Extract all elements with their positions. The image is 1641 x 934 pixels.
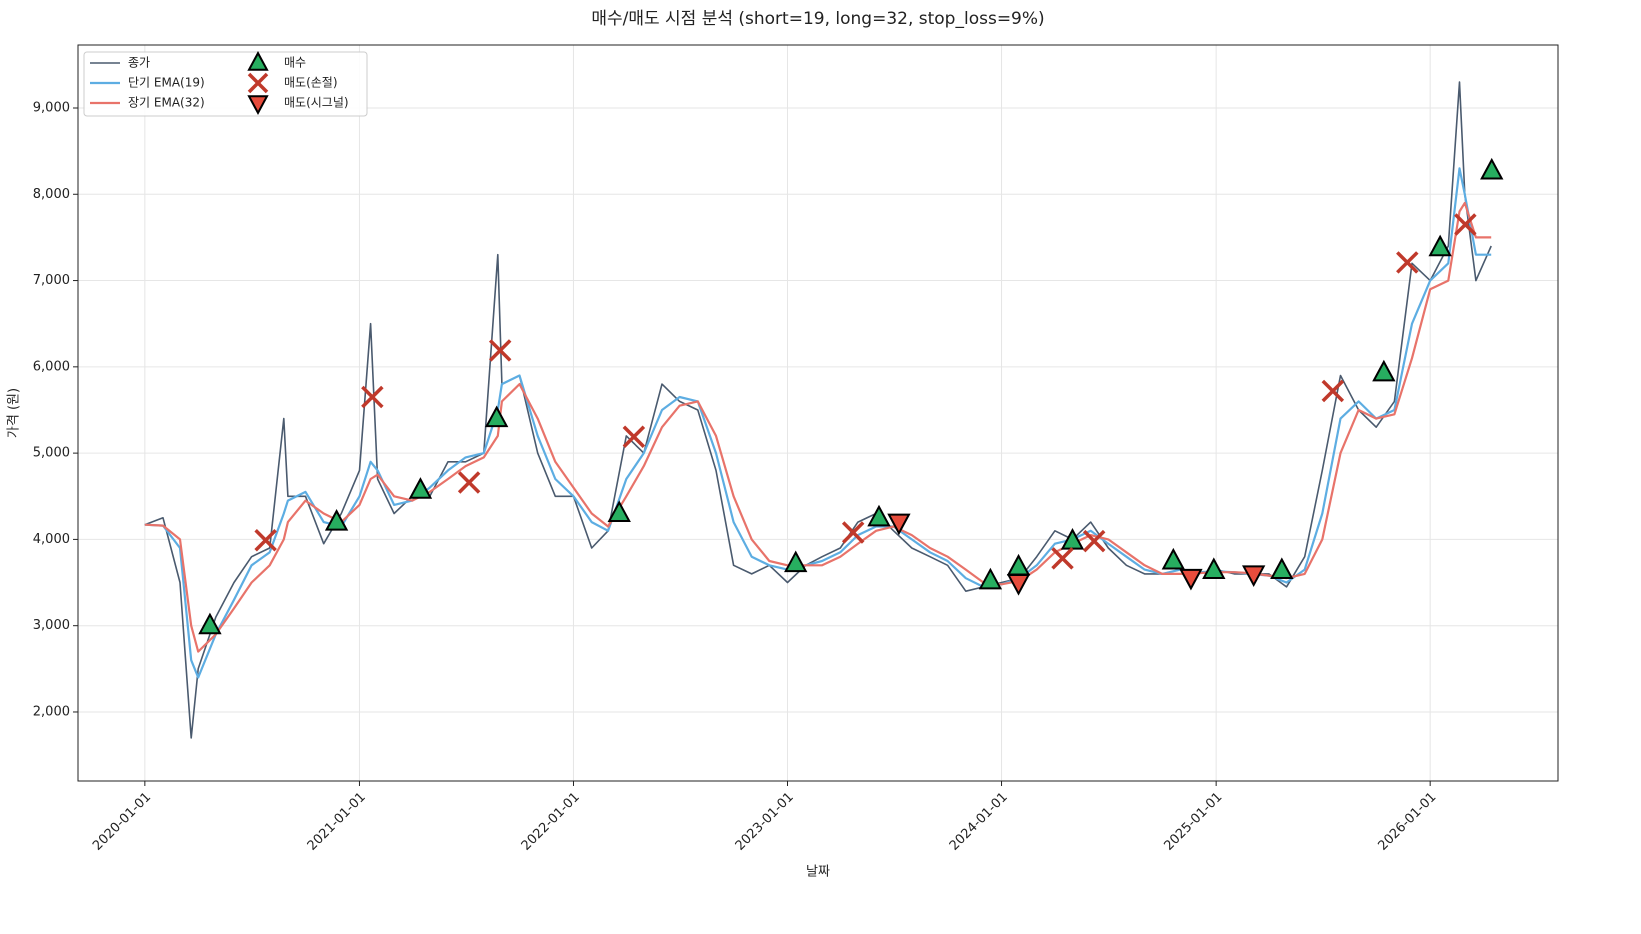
sell-marker <box>1006 574 1031 596</box>
stop-loss-marker <box>1082 529 1106 553</box>
buy-marker <box>324 509 349 531</box>
marker-stroke <box>361 385 384 409</box>
sell-marker <box>1179 568 1203 591</box>
buy-marker <box>484 405 509 428</box>
marker-stroke <box>1454 213 1477 236</box>
legend-label: 매도(시그널) <box>284 96 349 110</box>
stop-loss-marker <box>622 425 646 448</box>
chart-title: 매수/매도 시점 분석 (short=19, long=32, stop_los… <box>591 9 1044 29</box>
marker-stroke <box>254 529 277 552</box>
marker-stroke <box>1396 251 1419 274</box>
y-tick-label: 5,000 <box>33 446 70 461</box>
legend-label: 매수 <box>284 56 306 70</box>
legend-label: 단기 EMA(19) <box>128 76 205 90</box>
marker-stroke <box>1082 529 1106 553</box>
legend-label: 매도(손절) <box>284 76 338 90</box>
marker-stroke <box>457 471 481 494</box>
marker-stroke <box>247 72 269 94</box>
y-tick-label: 2,000 <box>33 704 70 719</box>
buy-marker <box>1202 557 1226 579</box>
series-line <box>144 81 1492 739</box>
stop-loss-marker <box>254 529 277 552</box>
legend-label: 장기 EMA(32) <box>128 96 205 110</box>
plot-frame <box>77 44 1559 782</box>
stop-loss-marker <box>247 72 269 94</box>
x-axis-label: 날짜 <box>806 865 830 880</box>
buy-marker <box>1270 557 1294 579</box>
sell-marker <box>1241 565 1266 588</box>
marker-stroke <box>488 339 512 362</box>
stop-loss-marker <box>457 471 481 494</box>
stop-loss-marker <box>1454 213 1477 236</box>
marker-stroke <box>622 425 646 448</box>
stop-loss-marker <box>488 339 512 362</box>
sell-marker <box>887 513 911 536</box>
buy-marker <box>247 50 269 71</box>
buy-marker <box>867 504 891 527</box>
buy-marker <box>1161 547 1186 570</box>
buy-marker <box>1480 157 1504 180</box>
marker-stroke <box>1321 379 1345 403</box>
buy-marker <box>1372 359 1396 382</box>
y-tick-label: 6,000 <box>33 359 70 374</box>
marker-stroke <box>841 521 865 544</box>
y-tick-label: 9,000 <box>33 100 70 115</box>
y-tick-label: 7,000 <box>33 273 70 288</box>
buy-marker <box>784 550 808 573</box>
buy-marker <box>1428 234 1452 257</box>
marker-stroke <box>1051 547 1074 570</box>
y-axis-label: 가격 (원) <box>7 388 22 438</box>
y-tick-label: 8,000 <box>33 187 70 202</box>
stop-loss-marker <box>841 521 865 544</box>
stop-loss-marker <box>361 385 384 409</box>
stop-loss-marker <box>1396 251 1419 274</box>
legend-label: 종가 <box>128 56 150 70</box>
sell-marker <box>247 95 269 116</box>
y-tick-label: 4,000 <box>33 532 70 547</box>
buy-marker <box>408 477 433 499</box>
y-tick-label: 3,000 <box>33 618 70 633</box>
buy-marker <box>607 500 631 523</box>
legend-box <box>83 51 368 117</box>
buy-marker <box>978 567 1003 590</box>
stop-loss-marker <box>1321 379 1345 403</box>
buy-marker <box>198 612 222 635</box>
stop-loss-marker <box>1051 547 1074 570</box>
